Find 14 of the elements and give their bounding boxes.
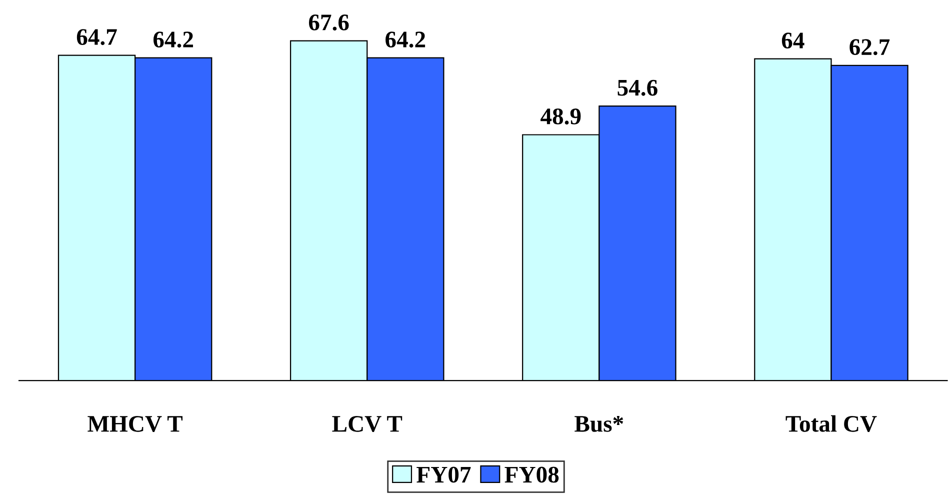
x-tick-label: MHCV T	[88, 416, 182, 432]
data-label: 64	[782, 32, 804, 49]
data-label: 67.6	[308, 14, 349, 31]
data-label: 48.9	[540, 108, 581, 125]
x-tick-label: Total CV	[786, 415, 877, 432]
legend-label: FY08	[504, 466, 559, 483]
data-label: 64.7	[76, 29, 117, 46]
x-tick-label: Bus*	[574, 416, 624, 432]
legend-label: FY07	[416, 466, 471, 483]
data-label: 54.6	[618, 80, 658, 96]
data-label: 62.7	[850, 39, 890, 56]
data-label: 64.2	[154, 32, 193, 48]
data-label: 64.2	[386, 32, 426, 48]
x-tick-label: LCV T	[332, 416, 402, 432]
